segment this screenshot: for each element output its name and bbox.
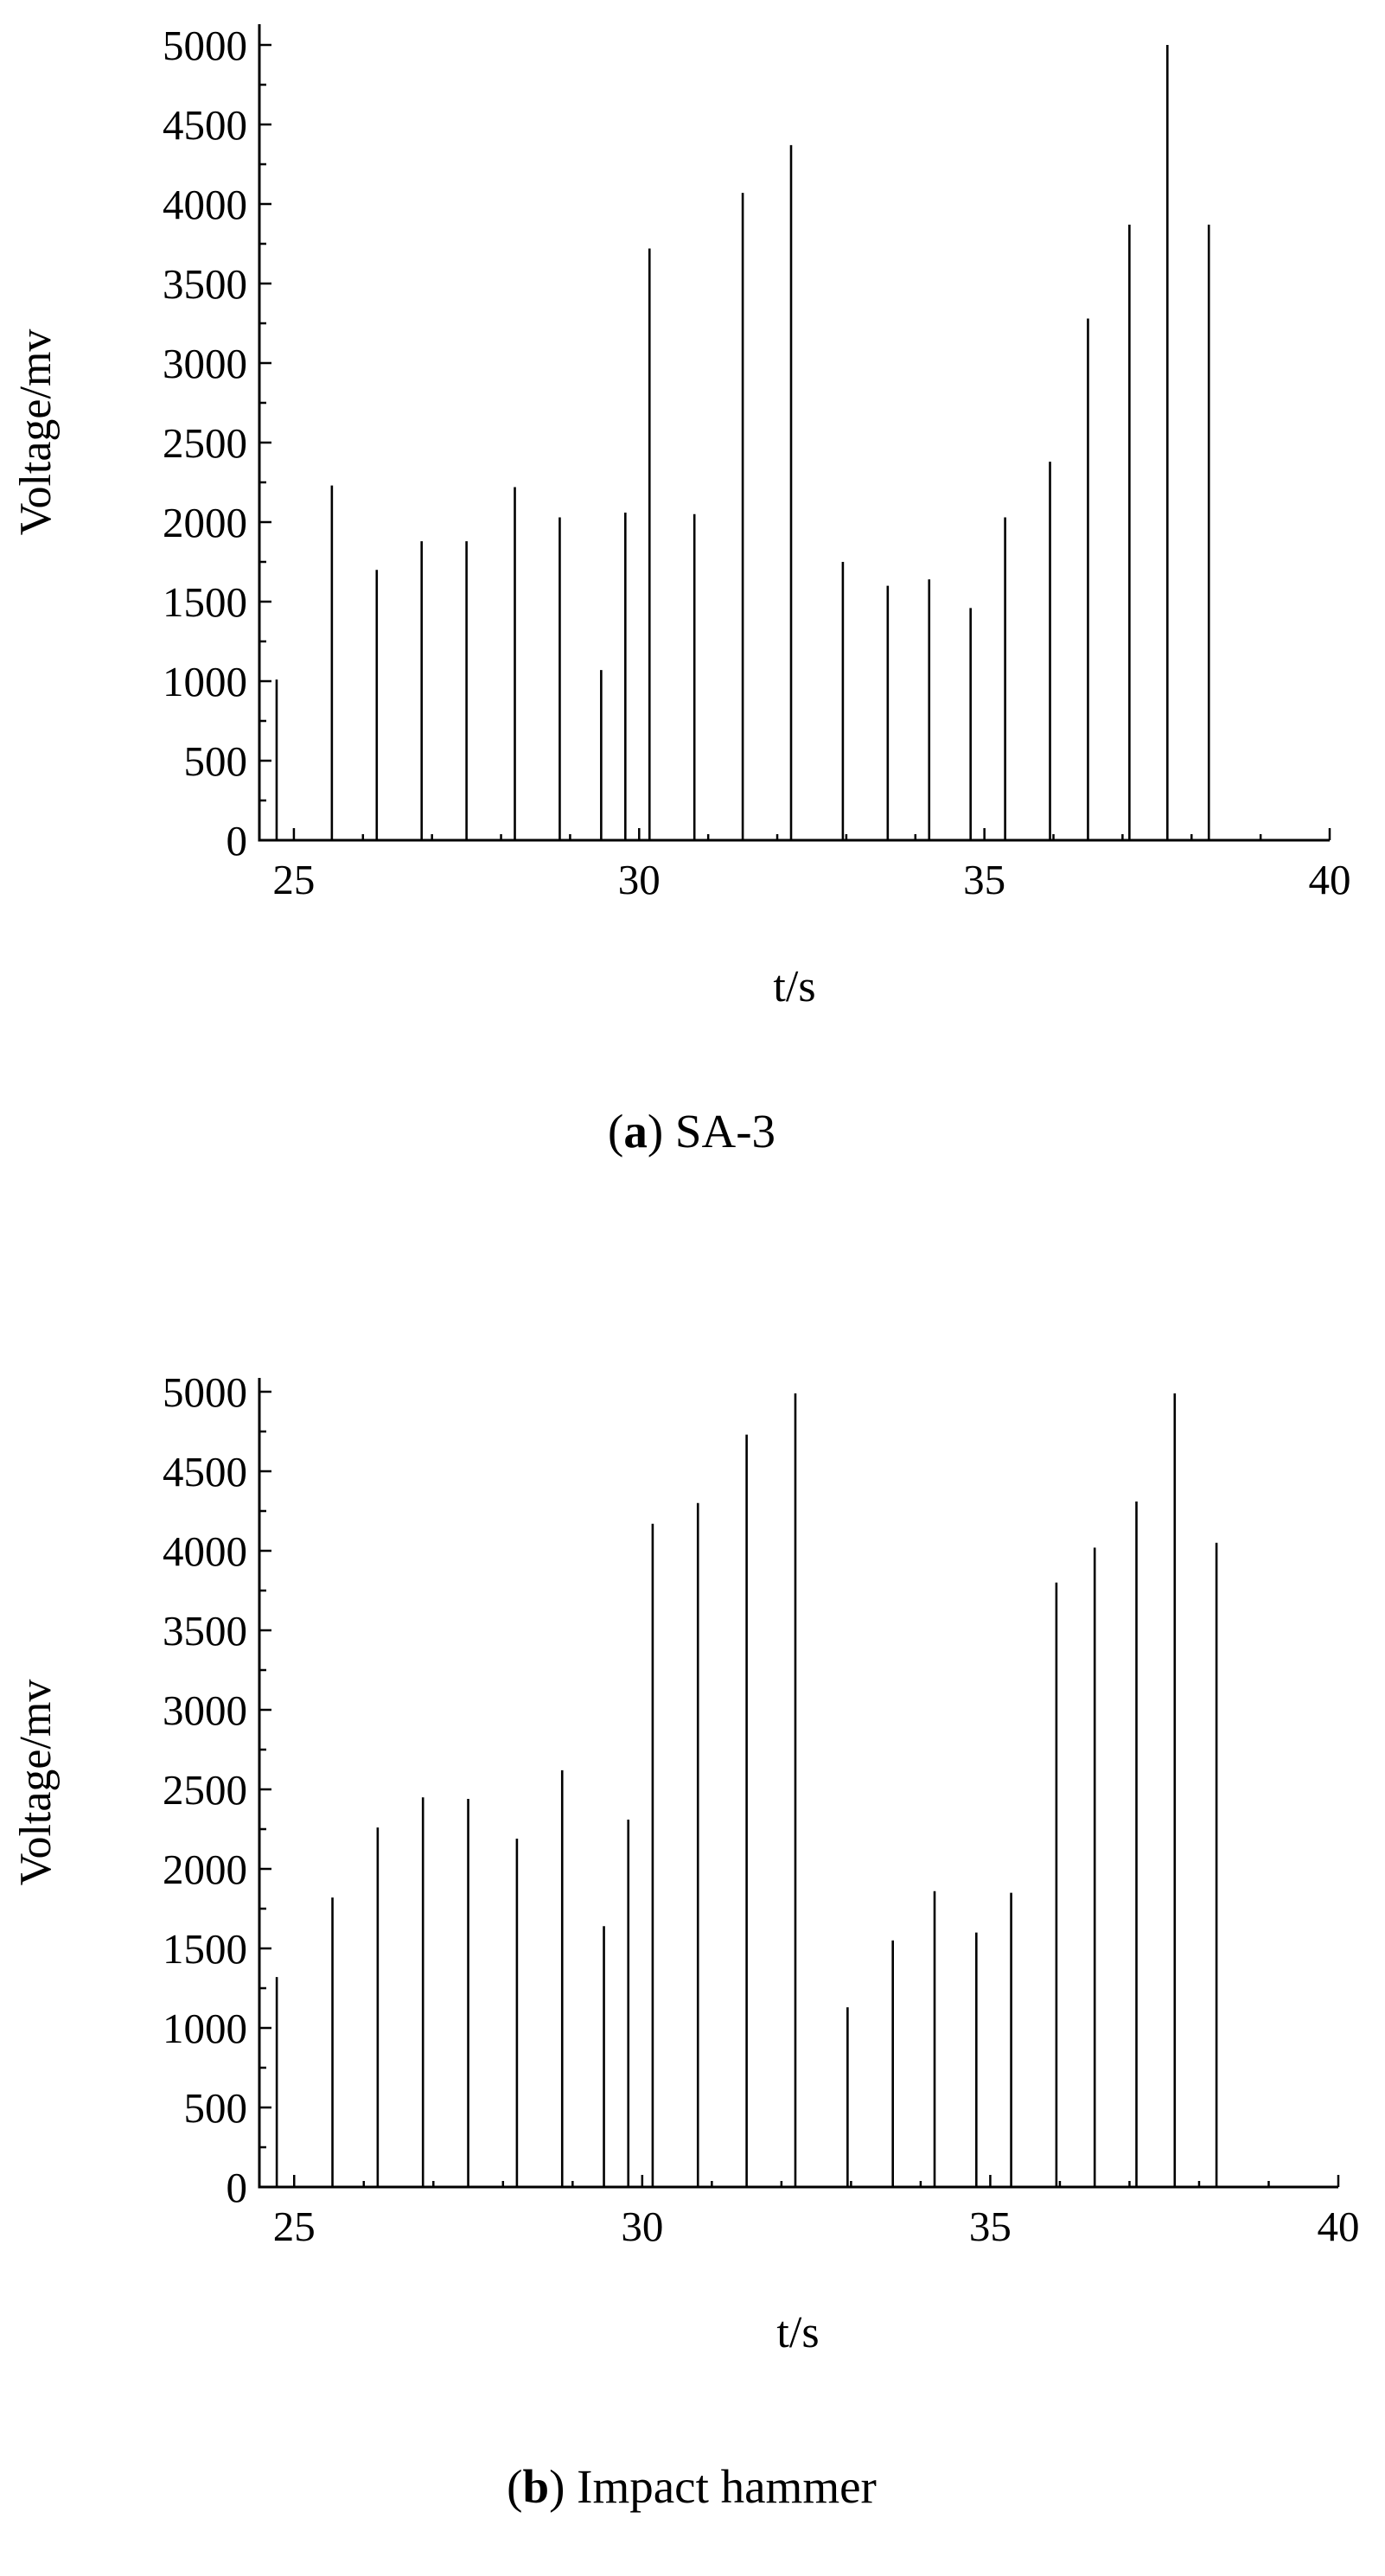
caption-a: (a) SA-3 xyxy=(608,1105,775,1157)
y-tick-label-b-0: 0 xyxy=(227,2164,248,2211)
y-tick-label-a-7: 3500 xyxy=(163,260,247,308)
y-tick-label-b-5: 2500 xyxy=(163,1766,247,1814)
y-tick-label-a-4: 2000 xyxy=(163,499,247,546)
y-tick-label-a-0: 0 xyxy=(227,817,248,864)
y-tick-label-a-3: 1500 xyxy=(163,578,247,626)
y-tick-label-b-9: 4500 xyxy=(163,1448,247,1495)
y-axis-title-b: Voltage/mv xyxy=(11,1680,61,1886)
x-tick-label-b-2: 35 xyxy=(969,2203,1012,2250)
y-tick-label-b-6: 3000 xyxy=(163,1687,247,1734)
y-tick-label-a-9: 4500 xyxy=(163,101,247,149)
panel-b: 0 500 1000 1500 2000 2500 3000 3500 4000 4500 5000… xyxy=(11,1368,1360,2513)
x-tick-label-b-3: 40 xyxy=(1318,2203,1360,2250)
x-axis-title-b: t/s xyxy=(776,2308,819,2357)
y-tick-label-b-7: 3500 xyxy=(163,1607,247,1655)
y-tick-label-b-4: 2000 xyxy=(163,1846,247,1893)
y-tick-label-a-2: 1000 xyxy=(163,658,247,705)
x-tick-label-b-0: 25 xyxy=(273,2203,316,2250)
caption-b: (b) Impact hammer xyxy=(507,2460,877,2513)
y-tick-label-a-1: 500 xyxy=(184,737,248,785)
y-tick-label-b-1: 500 xyxy=(184,2084,248,2132)
x-tick-label-a-2: 35 xyxy=(963,856,1005,903)
y-tick-label-a-5: 2500 xyxy=(163,419,247,467)
y-tick-label-a-10: 5000 xyxy=(163,22,247,69)
x-tick-label-a-1: 30 xyxy=(618,856,661,903)
x-axis-title-a: t/s xyxy=(773,962,815,1011)
x-tick-label-b-1: 30 xyxy=(621,2203,663,2250)
y-tick-label-b-8: 4000 xyxy=(163,1527,247,1575)
y-tick-label-b-10: 5000 xyxy=(163,1368,247,1416)
ticks-b: 0 500 1000 1500 2000 2500 3000 3500 4000 4500 5000… xyxy=(163,1368,1360,2250)
axis-frame-a xyxy=(258,24,1330,842)
ticks-a: 0 500 1000 1500 2000 2500 3000 3500 4000 4500 5000… xyxy=(163,22,1351,903)
x-tick-label-a-3: 40 xyxy=(1309,856,1351,903)
spikes-a xyxy=(275,45,1210,840)
x-tick-label-a-0: 25 xyxy=(272,856,315,903)
y-tick-label-a-6: 3000 xyxy=(163,340,247,387)
y-tick-label-b-2: 1000 xyxy=(163,2005,247,2052)
y-tick-label-b-3: 1500 xyxy=(163,1925,247,1973)
spikes-b xyxy=(275,1393,1218,2187)
y-tick-label-a-8: 4000 xyxy=(163,181,247,228)
panel-a: 0 500 1000 1500 2000 2500 3000 3500 4000 4500 5000… xyxy=(11,22,1351,1157)
y-axis-title-a: Voltage/mv xyxy=(11,329,61,536)
axis-frame-b xyxy=(258,1378,1338,2189)
